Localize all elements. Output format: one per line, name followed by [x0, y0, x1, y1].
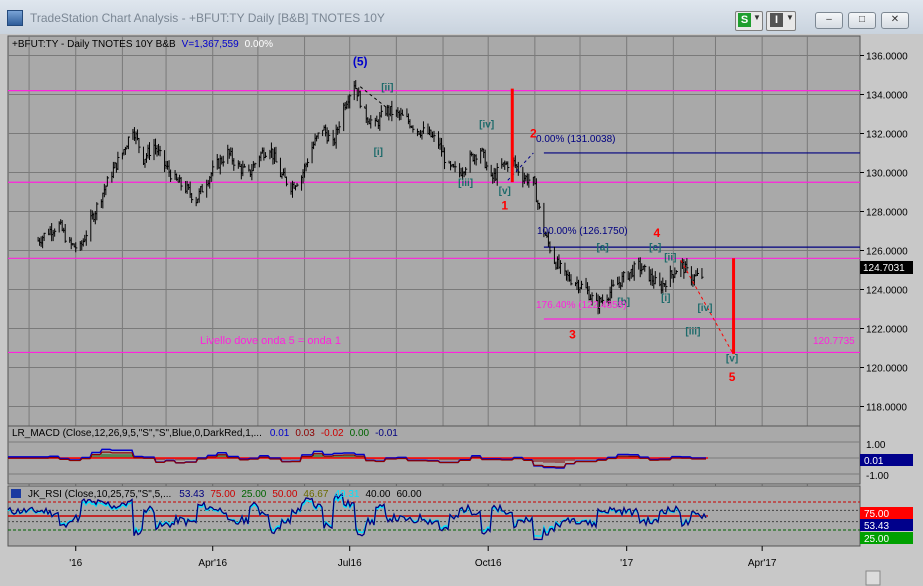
y-tick-label: 132.0000 — [866, 130, 908, 141]
wave-label: 1 — [501, 199, 508, 213]
x-tick-label: Apr'17 — [748, 558, 777, 569]
fib-label-0: 0.00% (131.0038) — [536, 134, 616, 145]
macd-signal-line — [8, 451, 706, 468]
x-tick-label: Apr'16 — [198, 558, 227, 569]
macd-value-tag — [860, 454, 913, 466]
wave-label: (5) — [353, 54, 368, 68]
chart-area[interactable]: (5) [ii] [i] [iii] [iv] [v] 1 2 [a] [b] [c] 4 [ii] [i… — [0, 34, 923, 586]
wave-label: 3 — [569, 327, 576, 341]
rsi-line — [7, 492, 707, 541]
wave-label: 2 — [530, 126, 537, 140]
y-tick-label: 126.0000 — [866, 247, 908, 258]
scroll-thumb[interactable] — [865, 570, 881, 586]
tradestation-app-icon — [7, 10, 23, 26]
wave-label: [v] — [726, 354, 738, 365]
wave-label: [c] — [649, 243, 661, 254]
rsi-upper-text: 75.00 — [864, 509, 889, 520]
wave-label: [iii] — [685, 326, 700, 337]
wave-label: [iv] — [479, 120, 494, 131]
wave-label: [ii] — [381, 83, 393, 94]
y-tick-label: 120.0000 — [866, 364, 908, 375]
indicator-i-icon: I — [770, 13, 783, 27]
maximize-button[interactable]: □ — [848, 12, 876, 29]
strategy-s-icon: S — [738, 13, 751, 27]
rsi-value-text: 53.43 — [864, 521, 889, 532]
last-price-tag — [860, 261, 913, 274]
y-tick-label: 122.0000 — [866, 325, 908, 336]
strategy-dropdown-button[interactable]: S ▼ — [735, 11, 763, 31]
rsi-upper-tag — [860, 507, 913, 519]
y-tick-label: 134.0000 — [866, 91, 908, 102]
macd-tick-top: 1.00 — [866, 440, 886, 451]
fib-label-176: 176.40% (122.4858) — [536, 300, 627, 311]
indicator-dropdown-button[interactable]: I ▼ — [766, 11, 796, 31]
wave-label: [b] — [617, 297, 630, 308]
last-price-text: 124.7031 — [863, 263, 905, 274]
macd-tick-bottom: -1.00 — [866, 471, 889, 482]
close-button[interactable]: ✕ — [881, 12, 909, 29]
y-tick-label: 136.0000 — [866, 52, 908, 63]
rsi-value-tag — [860, 519, 913, 531]
x-tick-label: Oct16 — [475, 558, 502, 569]
y-tick-label: 124.0000 — [866, 286, 908, 297]
wave-label: [iv] — [697, 303, 712, 314]
x-tick-label: '17 — [620, 558, 633, 569]
macd-header: LR_MACD (Close,12,26,9,5,"S","S",Blue,0,… — [12, 428, 398, 439]
rsi-lower-tag — [860, 532, 913, 544]
rsi-lower-text: 25.00 — [864, 534, 889, 545]
y-tick-label: 130.0000 — [866, 169, 908, 180]
wave-label: [iii] — [458, 178, 473, 189]
x-tick-label: '16 — [69, 558, 82, 569]
wave-label: [v] — [499, 186, 511, 197]
wave-label: [i] — [374, 147, 383, 158]
wave-label: 5 — [729, 370, 736, 384]
rsi-header: JK_RSI (Close,10,25,75,"S",5,... 53.43 75.… — [28, 489, 422, 500]
wave-label: 4 — [653, 226, 660, 240]
minimize-button[interactable]: – — [815, 12, 843, 29]
window-title: TradeStation Chart Analysis - +BFUT:TY D… — [30, 11, 385, 25]
y-tick-label: 118.0000 — [866, 403, 907, 414]
price-pane[interactable] — [7, 35, 861, 427]
macd-value-text: 0.01 — [864, 456, 884, 467]
wave-label: [i] — [661, 293, 670, 304]
level-value: 120.7735 — [813, 336, 855, 347]
chevron-down-icon: ▼ — [753, 13, 761, 22]
rsi-indicator-icon — [11, 489, 21, 498]
wave-label: [a] — [596, 243, 608, 254]
symbol-header: +BFUT:TY - Daily TNOTES 10Y B&B V=1,367,5… — [12, 39, 273, 50]
x-tick-label: Jul16 — [338, 558, 362, 569]
chevron-down-icon: ▼ — [786, 13, 794, 22]
y-tick-label: 128.0000 — [866, 208, 908, 219]
fib-label-100: 100.00% (126.1750) — [537, 226, 628, 237]
level-note: Livello dove onda 5 = onda 1 — [200, 335, 341, 347]
wave-label: [ii] — [664, 252, 676, 263]
title-bar: TradeStation Chart Analysis - +BFUT:TY D… — [0, 0, 923, 35]
